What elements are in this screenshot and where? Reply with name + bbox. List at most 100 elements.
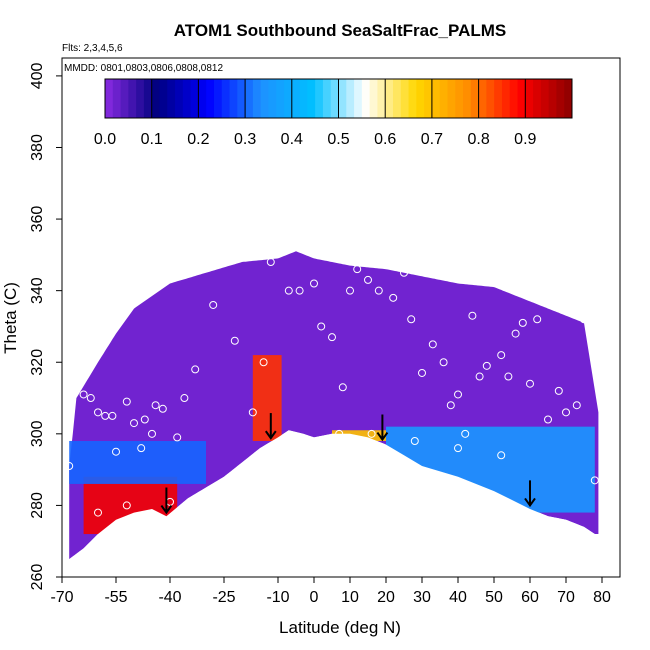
colorbar-segment (361, 79, 371, 118)
x-tick-label: -70 (50, 589, 73, 606)
sample-point (108, 411, 117, 420)
colorbar-segment (268, 79, 277, 118)
colorbar-segment (136, 79, 145, 118)
sample-point (310, 279, 318, 288)
colorbar-segment (338, 79, 347, 118)
colorbar-segment (424, 79, 433, 118)
sample-point (497, 351, 506, 360)
colorbar-tick-label: 0.5 (327, 131, 349, 148)
sample-point (94, 508, 102, 517)
colorbar-segment (206, 79, 215, 118)
y-tick-label: 360 (29, 206, 46, 233)
sample-point (140, 415, 149, 424)
colorbar-tick-label: 0.0 (94, 131, 116, 148)
colorbar-segment (408, 79, 417, 118)
y-tick-label: 300 (29, 420, 46, 447)
sample-point (504, 372, 513, 381)
colorbar-segment (299, 79, 308, 118)
x-tick-label: 10 (341, 589, 359, 606)
sample-point (79, 390, 88, 399)
data-region-2 (252, 355, 282, 441)
sample-point (418, 368, 426, 377)
colorbar-segment (525, 79, 534, 118)
sample-point (68, 383, 77, 392)
colorbar-segment (315, 79, 324, 118)
sample-point (554, 386, 563, 395)
plot-frame (61, 57, 621, 578)
colorbar-segment (501, 79, 511, 118)
sample-point (112, 447, 120, 456)
colorbar-segment (330, 79, 339, 118)
colorbar-tick-label: 0.8 (467, 131, 489, 148)
below-ground-mask (69, 430, 599, 577)
sample-point (475, 372, 484, 381)
colorbar-segment (354, 79, 363, 118)
sample-point (364, 275, 372, 284)
sample-point (454, 390, 462, 399)
sample-point (511, 329, 520, 338)
colorbar-segment (392, 79, 402, 118)
sample-point (317, 322, 326, 331)
heatmap-layer (65, 251, 599, 577)
colorbar-tick-label: 0.3 (234, 131, 256, 148)
colorbar-tick-label: 0.1 (141, 131, 163, 148)
sample-point (295, 286, 304, 295)
colorbar-segment (369, 79, 378, 118)
dates-label: MMDD: 0801,0803,0806,0808,0812 (64, 63, 223, 74)
colorbar-segment (291, 79, 301, 118)
colorbar-segment (540, 79, 550, 118)
sample-point (122, 397, 131, 406)
colorbar-segment (260, 79, 269, 118)
colorbar-segment (470, 79, 480, 118)
y-tick-label: 260 (29, 564, 46, 591)
colorbar-segment (346, 79, 355, 118)
sample-point (230, 336, 239, 345)
colorbar-segment (284, 79, 293, 118)
sample-point (158, 404, 167, 413)
sample-point (400, 268, 408, 277)
x-tick-label: -55 (104, 589, 127, 606)
y-tick-label: 280 (29, 492, 46, 519)
colorbar-tick-label: 0.7 (421, 131, 443, 148)
sample-point (346, 286, 354, 295)
arrow-head (376, 431, 389, 442)
arrow-head (264, 430, 277, 440)
sample-point (446, 401, 455, 410)
colorbar-segment (237, 79, 246, 118)
sample-point (468, 311, 477, 320)
axes: -70 -55 -40 -25 -10 0 10 20 30 40 50 60 70 80 260 280 30… (29, 62, 611, 606)
sample-point (148, 429, 156, 438)
colorbar-segment (190, 79, 199, 118)
sample-point (137, 444, 146, 453)
flights-label: Flts: 2,3,4,5,6 (62, 43, 123, 54)
sample-point (180, 394, 189, 403)
x-tick-label: 50 (485, 589, 503, 606)
x-tick-label: 0 (310, 589, 319, 606)
colorbar-segment (167, 79, 176, 118)
sample-point (533, 315, 542, 324)
x-axis-label: Latitude (deg N) (279, 618, 401, 637)
colorbar-segment (151, 79, 160, 118)
x-tick-label: 60 (521, 589, 539, 606)
sample-point (407, 315, 416, 324)
sample-point (259, 358, 268, 367)
y-tick-label: 400 (29, 62, 46, 89)
x-tick-label: 30 (413, 589, 431, 606)
colorbar-segment (564, 79, 573, 118)
colorbar-segment (120, 79, 129, 118)
sample-point (461, 429, 470, 438)
colorbar-segment (447, 79, 456, 118)
colorbar-segment (252, 79, 262, 118)
sample-point (526, 379, 534, 388)
sample-point (544, 415, 552, 424)
sample-point (72, 372, 81, 381)
sample-point (284, 286, 293, 295)
colorbar-segment (198, 79, 207, 118)
colorbar-segment (416, 79, 425, 118)
colorbar-segment (556, 79, 565, 118)
colorbar-segment (548, 79, 557, 118)
sample-point (562, 408, 570, 417)
chart-title: ATOM1 Southbound SeaSaltFrac_PALMS (174, 21, 506, 40)
y-axis-label: Theta (C) (1, 282, 20, 354)
y-tick-label: 340 (29, 277, 46, 304)
